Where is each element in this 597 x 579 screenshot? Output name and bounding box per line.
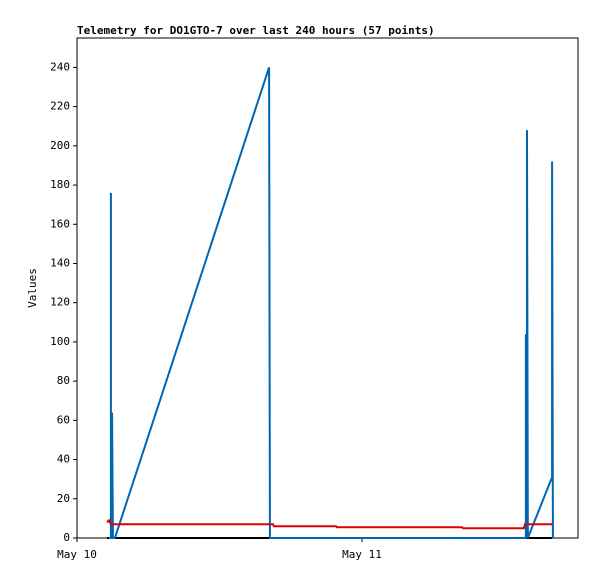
y-tick-label: 220	[50, 100, 70, 113]
y-tick-label: 200	[50, 139, 70, 152]
y-tick-label: 20	[57, 492, 70, 505]
y-tick-label: 120	[50, 296, 70, 309]
y-tick-label: 160	[50, 217, 70, 230]
y-tick-label: 0	[63, 531, 70, 544]
y-tick-label: 80	[57, 374, 70, 387]
y-tick-label: 180	[50, 178, 70, 191]
chart-title: Telemetry for DO1GTO-7 over last 240 hou…	[77, 24, 435, 37]
y-axis-label: Values	[26, 268, 39, 308]
x-tick-label: May 11	[342, 548, 382, 561]
x-tick-label: May 10	[57, 548, 97, 561]
y-tick-label: 240	[50, 60, 70, 73]
y-tick-label: 40	[57, 453, 70, 466]
y-tick-label: 140	[50, 256, 70, 269]
y-tick-label: 60	[57, 413, 70, 426]
series-line	[106, 518, 553, 530]
y-tick-label: 100	[50, 335, 70, 348]
series-line	[108, 67, 554, 539]
